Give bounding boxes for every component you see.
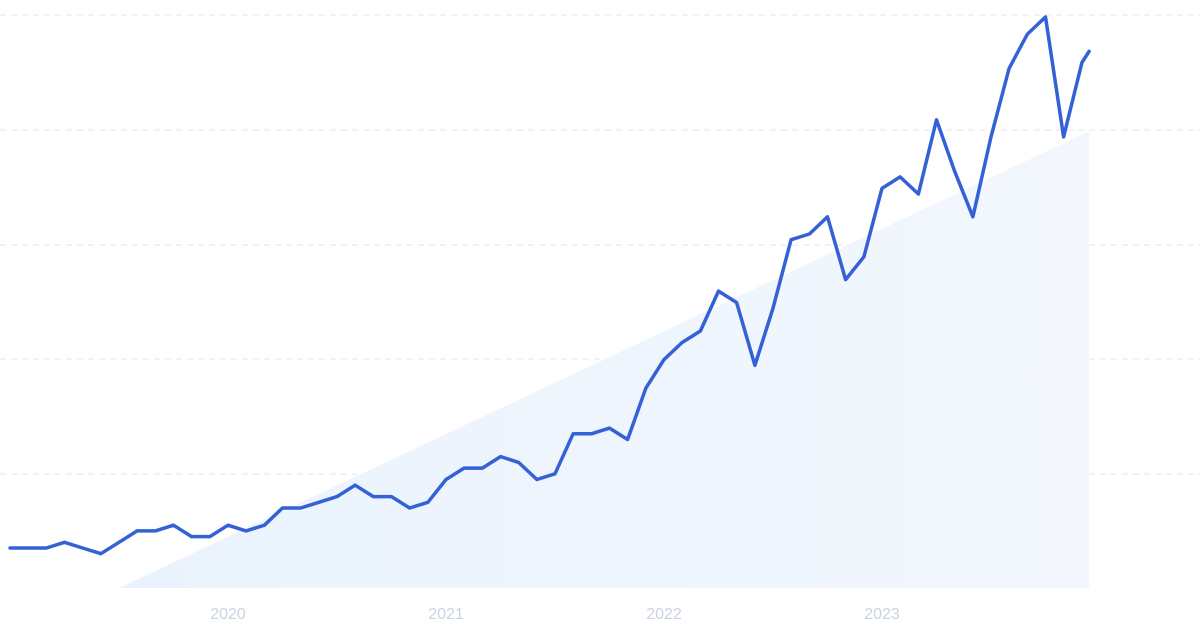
x-tick-label: 2023 xyxy=(864,606,900,623)
x-tick-label: 2020 xyxy=(210,606,246,623)
x-tick-label: 2022 xyxy=(646,606,682,623)
trend-area-layer xyxy=(119,131,1090,588)
series-line-layer xyxy=(8,15,1091,556)
x-axis-ticks: 2020 2021 2022 2023 xyxy=(210,606,900,623)
trend-area xyxy=(119,131,1090,588)
x-tick-label: 2021 xyxy=(428,606,464,623)
series-line xyxy=(8,15,1091,556)
